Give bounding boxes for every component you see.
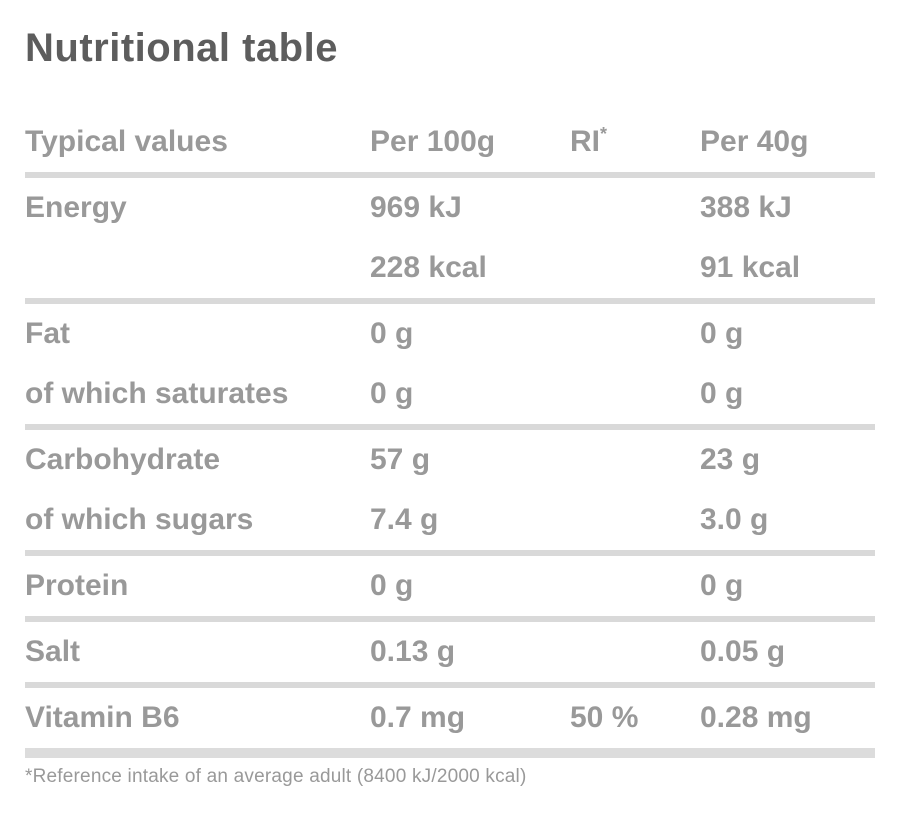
page-title: Nutritional table xyxy=(25,26,338,70)
value-per-100g: 0.7 mg xyxy=(370,701,466,734)
group-salt: Salt 0.13 g 0.05 g xyxy=(25,622,875,688)
row-label: Carbohydrate xyxy=(25,443,221,476)
row-label: of which sugars xyxy=(25,503,254,536)
table-row-energy-kj: Energy 969 kJ 388 kJ xyxy=(25,178,875,238)
header-ri-asterisk: * xyxy=(600,124,608,144)
value-per-40g: 0 g xyxy=(700,377,744,410)
table-row-sugars: of which sugars 7.4 g 3.0 g xyxy=(25,490,875,550)
value-per-40g: 388 kJ xyxy=(700,191,792,224)
nutrition-table: Typical values Per 100g RI* Per 40g Ener… xyxy=(25,112,875,758)
value-per-40g: 0.05 g xyxy=(700,635,786,668)
value-per-100g: 0 g xyxy=(370,317,414,350)
header-ri: RI* xyxy=(570,125,700,159)
row-label: Salt xyxy=(25,635,81,668)
value-per-100g: 0.13 g xyxy=(370,635,456,668)
value-per-100g: 969 kJ xyxy=(370,191,462,224)
row-label: Protein xyxy=(25,569,129,602)
group-fat: Fat 0 g 0 g of which saturates 0 g 0 g xyxy=(25,304,875,430)
value-per-40g: 23 g xyxy=(700,443,761,476)
table-row-vitamin-b6: Vitamin B6 0.7 mg 50 % 0.28 mg xyxy=(25,688,875,748)
row-label: Vitamin B6 xyxy=(25,701,180,734)
value-per-40g: 3.0 g xyxy=(700,503,769,536)
value-per-100g: 0 g xyxy=(370,569,414,602)
table-row-carbohydrate: Carbohydrate 57 g 23 g xyxy=(25,430,875,490)
header-typical-values: Typical values xyxy=(25,125,228,158)
header-per-40g: Per 40g xyxy=(700,125,809,158)
value-per-40g: 91 kcal xyxy=(700,251,801,284)
value-per-100g: 57 g xyxy=(370,443,431,476)
table-row-salt: Salt 0.13 g 0.05 g xyxy=(25,622,875,682)
value-per-40g: 0 g xyxy=(700,317,744,350)
table-row-saturates: of which saturates 0 g 0 g xyxy=(25,364,875,424)
reference-intake-footnote: *Reference intake of an average adult (8… xyxy=(25,766,527,787)
value-per-100g: 7.4 g xyxy=(370,503,439,536)
header-per-100g: Per 100g xyxy=(370,125,496,158)
group-energy: Energy 969 kJ 388 kJ 228 kcal 91 kcal xyxy=(25,178,875,304)
row-label: Fat xyxy=(25,317,70,350)
group-vitamin-b6: Vitamin B6 0.7 mg 50 % 0.28 mg xyxy=(25,688,875,758)
group-carbohydrate: Carbohydrate 57 g 23 g of which sugars 7… xyxy=(25,430,875,556)
table-row-energy-kcal: 228 kcal 91 kcal xyxy=(25,238,875,298)
value-per-40g: 0 g xyxy=(700,569,744,602)
row-label: Energy xyxy=(25,191,127,224)
value-per-100g: 228 kcal xyxy=(370,251,487,284)
value-ri: 50 % xyxy=(570,701,639,734)
group-protein: Protein 0 g 0 g xyxy=(25,556,875,622)
table-header-row: Typical values Per 100g RI* Per 40g xyxy=(25,112,875,178)
value-per-40g: 0.28 mg xyxy=(700,701,812,734)
value-per-100g: 0 g xyxy=(370,377,414,410)
row-label: of which saturates xyxy=(25,377,289,410)
table-row-protein: Protein 0 g 0 g xyxy=(25,556,875,616)
header-ri-text: RI xyxy=(570,125,600,158)
table-row-fat: Fat 0 g 0 g xyxy=(25,304,875,364)
